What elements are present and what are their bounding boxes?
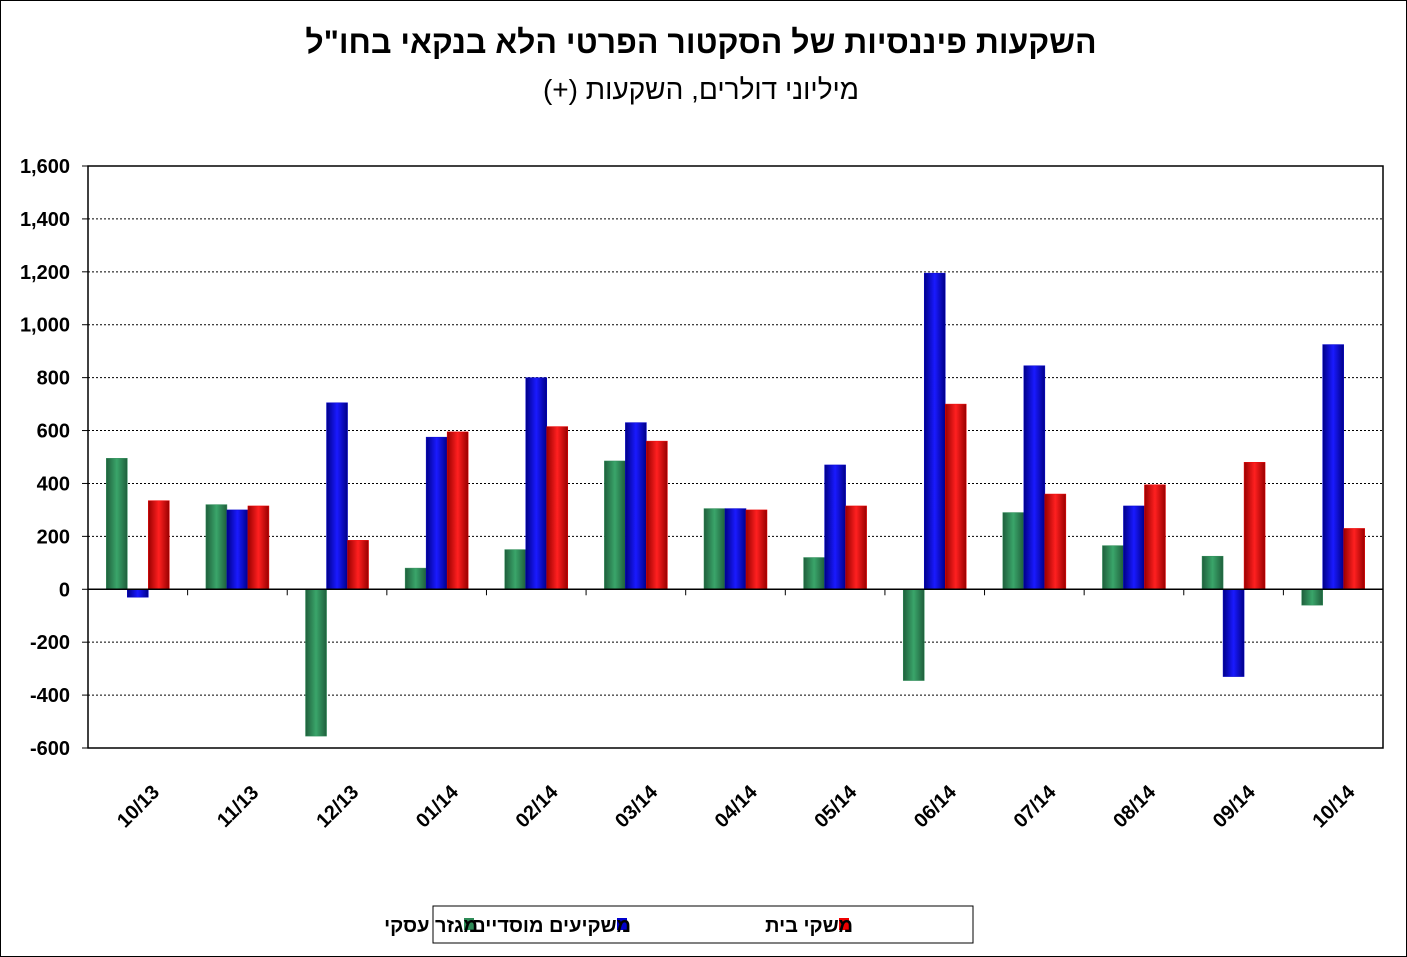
chart-title: השקעות פיננסיות של הסקטור הפרטי הלא בנקא… xyxy=(305,24,1096,60)
bar-10-13-series-2 xyxy=(148,500,170,590)
legend-swatch-business xyxy=(464,918,474,930)
x-tick-label: 12/13 xyxy=(312,781,363,832)
x-tick-label: 11/13 xyxy=(213,782,263,832)
y-tick-label: 600 xyxy=(37,421,70,443)
bar-03-14-series-2 xyxy=(646,440,668,590)
gridlines xyxy=(88,218,1383,696)
x-tick-label: 05/14 xyxy=(810,781,862,833)
bar-08-14-series-2 xyxy=(1144,484,1166,590)
bar-12-13-series-2 xyxy=(347,540,369,590)
y-tick-label: 800 xyxy=(37,368,70,390)
legend-swatch-households xyxy=(839,918,849,930)
bar-12-13-series-1 xyxy=(326,402,348,590)
bar-10-14-series-0 xyxy=(1301,589,1323,606)
plot-area xyxy=(87,165,1384,749)
bar-07-14-series-1 xyxy=(1023,365,1046,590)
bar-09-14-series-0 xyxy=(1201,555,1224,590)
legend-item-households: משקי בית xyxy=(765,915,853,937)
bar-02-14-series-1 xyxy=(525,377,548,590)
x-tick-label: 08/14 xyxy=(1109,781,1161,833)
x-tick-label: 04/14 xyxy=(711,781,763,833)
bar-05-14-series-1 xyxy=(824,464,846,590)
legend-item-institutional: משקיעים מוסדיים xyxy=(471,915,631,937)
x-tick-label: 10/13 xyxy=(113,781,164,832)
y-tick-label: -600 xyxy=(30,738,70,760)
x-tick-label: 02/14 xyxy=(512,781,564,833)
bar-08-14-series-0 xyxy=(1102,545,1124,590)
bar-09-14-series-1 xyxy=(1222,589,1245,677)
bar-10-14-series-2 xyxy=(1343,528,1365,590)
bar-04-14-series-0 xyxy=(703,508,726,590)
legend-box xyxy=(432,905,974,944)
legend-item-business: מגזר עסקי xyxy=(384,915,478,937)
x-tick-label: 01/14 xyxy=(412,781,464,833)
bar-03-14-series-1 xyxy=(625,422,647,590)
legend-label-households: משקי בית xyxy=(765,915,853,937)
bar-07-14-series-2 xyxy=(1044,493,1067,590)
y-tick-label: 1,200 xyxy=(20,262,70,284)
x-tick-label: 09/14 xyxy=(1209,781,1261,833)
bar-10-14-series-1 xyxy=(1322,344,1344,590)
x-tick-label: 10/14 xyxy=(1308,781,1360,833)
y-tick-label: 0 xyxy=(59,579,70,601)
bar-12-13-series-0 xyxy=(305,589,327,737)
x-axis-ticks: 10/13 11/13 12/13 01/14 02/14 03/14 04/14 05/14… xyxy=(87,589,1384,833)
bar-04-14-series-2 xyxy=(745,509,768,590)
y-tick-label: 1,600 xyxy=(20,156,70,178)
x-tick-label: 06/14 xyxy=(910,781,962,833)
x-tick-label: 07/14 xyxy=(1010,781,1062,833)
legend: משקי בית משקיעים מוסדיים מגזר עסקי xyxy=(384,905,974,944)
legend-label-business: מגזר עסקי xyxy=(384,915,478,937)
bar-10-13-series-1 xyxy=(127,589,149,598)
y-tick-label: 400 xyxy=(37,473,70,495)
bar-02-14-series-0 xyxy=(504,549,527,590)
bar-01-14-series-0 xyxy=(404,567,427,590)
bar-11-13-series-0 xyxy=(205,504,228,590)
bar-01-14-series-1 xyxy=(425,436,448,590)
y-tick-label: 200 xyxy=(37,526,70,548)
bar-11-13-series-2 xyxy=(247,505,270,590)
bars xyxy=(106,272,1365,737)
bar-06-14-series-2 xyxy=(944,403,967,590)
y-axis-ticks: 1,600 1,400 1,200 1,000 800 600 400 200 0 -200 -40… xyxy=(20,156,88,760)
bar-01-14-series-2 xyxy=(446,431,469,590)
y-tick-label: -200 xyxy=(30,632,70,654)
bar-05-14-series-0 xyxy=(803,557,825,590)
bar-09-14-series-2 xyxy=(1243,462,1266,590)
bar-07-14-series-0 xyxy=(1002,512,1025,590)
y-tick-label: -400 xyxy=(30,685,70,707)
legend-swatch-institutional xyxy=(617,918,627,930)
bar-03-14-series-0 xyxy=(604,460,626,590)
bar-05-14-series-2 xyxy=(845,505,867,590)
bar-06-14-series-0 xyxy=(902,589,925,681)
bar-02-14-series-2 xyxy=(546,426,569,590)
bar-04-14-series-1 xyxy=(724,508,747,590)
y-tick-label: 1,400 xyxy=(20,209,70,231)
bar-08-14-series-1 xyxy=(1123,505,1145,590)
bar-06-14-series-1 xyxy=(923,272,946,590)
x-tick-label: 03/14 xyxy=(611,781,663,833)
chart-subtitle: מיליוני דולרים, השקעות (+) xyxy=(543,74,859,105)
y-tick-label: 1,000 xyxy=(20,315,70,337)
bar-11-13-series-1 xyxy=(226,509,249,590)
bar-10-13-series-0 xyxy=(106,458,128,590)
legend-label-institutional: משקיעים מוסדיים xyxy=(471,915,631,937)
